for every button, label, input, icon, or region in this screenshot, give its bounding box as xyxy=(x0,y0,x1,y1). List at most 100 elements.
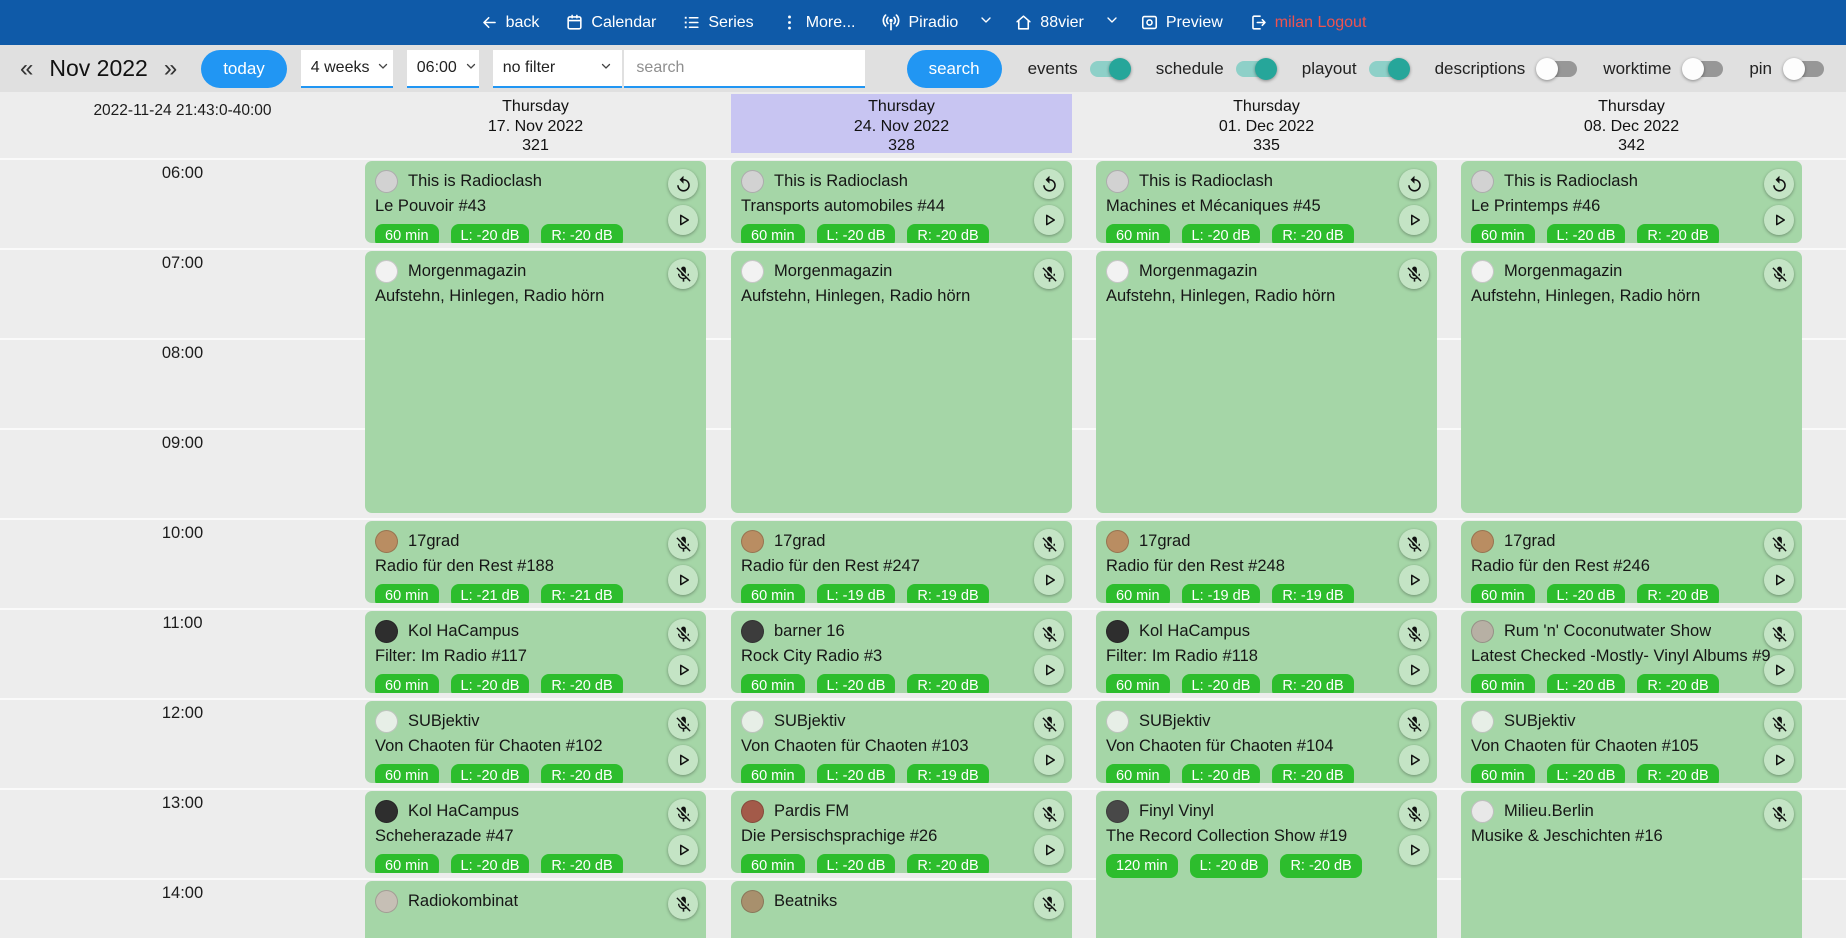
descriptions-switch[interactable] xyxy=(1536,57,1578,80)
event-card[interactable]: Beatniks xyxy=(731,881,1072,938)
event-card[interactable]: This is Radioclash Le Pouvoir #43 60 min L:… xyxy=(365,161,706,243)
play-button[interactable] xyxy=(1399,205,1429,235)
event-card[interactable]: This is Radioclash Transports automobiles… xyxy=(731,161,1072,243)
play-button[interactable] xyxy=(668,205,698,235)
pin-switch[interactable] xyxy=(1783,57,1824,80)
mic-off-button[interactable] xyxy=(1399,259,1429,289)
event-card[interactable]: 17grad Radio für den Rest #247 60 min L: -1… xyxy=(731,521,1072,603)
play-button[interactable] xyxy=(1399,835,1429,865)
piradio-dropdown-caret[interactable] xyxy=(978,12,994,33)
mic-off-button[interactable] xyxy=(1399,709,1429,739)
mic-off-button[interactable] xyxy=(668,889,698,919)
nav-station[interactable]: 88vier xyxy=(1014,13,1084,32)
mic-off-button[interactable] xyxy=(1399,799,1429,829)
mic-off-button[interactable] xyxy=(1399,619,1429,649)
nav-piradio[interactable]: Piradio xyxy=(881,13,958,33)
play-button[interactable] xyxy=(1034,745,1064,775)
nav-more[interactable]: More... xyxy=(780,13,855,32)
mic-off-button[interactable] xyxy=(1034,259,1064,289)
play-button[interactable] xyxy=(668,655,698,685)
nav-calendar[interactable]: Calendar xyxy=(565,13,656,32)
event-card[interactable]: Rum 'n' Coconutwater Show Latest Checked … xyxy=(1461,611,1802,693)
day-column-header[interactable]: Thursday 24. Nov 2022 328 xyxy=(731,94,1072,154)
play-button[interactable] xyxy=(668,835,698,865)
mic-off-button[interactable] xyxy=(1034,529,1064,559)
mic-off-button[interactable] xyxy=(668,799,698,829)
day-column-header[interactable]: Thursday 01. Dec 2022 335 xyxy=(1096,94,1437,154)
mic-off-button[interactable] xyxy=(1034,889,1064,919)
event-card[interactable]: Radiokombinat xyxy=(365,881,706,938)
play-button[interactable] xyxy=(1034,835,1064,865)
replay-button[interactable] xyxy=(1399,169,1429,199)
event-card[interactable]: SUBjektiv Von Chaoten für Chaoten #102 60 … xyxy=(365,701,706,783)
mic-off-button[interactable] xyxy=(1764,259,1794,289)
replay-button[interactable] xyxy=(668,169,698,199)
event-card[interactable]: Kol HaCampus Filter: Im Radio #117 60 min L… xyxy=(365,611,706,693)
prev-month-button[interactable]: « xyxy=(16,56,37,81)
filter-select[interactable]: no filter xyxy=(492,49,623,88)
play-button[interactable] xyxy=(1764,745,1794,775)
play-button[interactable] xyxy=(1399,655,1429,685)
day-column-header[interactable]: Thursday 08. Dec 2022 342 xyxy=(1461,94,1802,154)
event-card[interactable]: This is Radioclash Le Printemps #46 60 min… xyxy=(1461,161,1802,243)
play-button[interactable] xyxy=(1399,565,1429,595)
event-card[interactable]: Morgenmagazin Aufstehn, Hinlegen, Radio h… xyxy=(365,251,706,513)
play-button[interactable] xyxy=(1764,565,1794,595)
play-icon xyxy=(1770,661,1788,679)
mic-off-button[interactable] xyxy=(668,709,698,739)
play-button[interactable] xyxy=(1034,205,1064,235)
mic-off-button[interactable] xyxy=(1764,619,1794,649)
play-button[interactable] xyxy=(668,745,698,775)
station-dropdown-caret[interactable] xyxy=(1104,12,1120,33)
mic-off-button[interactable] xyxy=(1764,529,1794,559)
event-card[interactable]: SUBjektiv Von Chaoten für Chaoten #105 60 … xyxy=(1461,701,1802,783)
mic-off-button[interactable] xyxy=(668,619,698,649)
next-month-button[interactable]: » xyxy=(160,56,181,81)
day-column-header[interactable]: Thursday 17. Nov 2022 321 xyxy=(365,94,706,154)
nav-series[interactable]: Series xyxy=(682,13,754,32)
play-button[interactable] xyxy=(1399,745,1429,775)
play-button[interactable] xyxy=(1034,565,1064,595)
today-button[interactable]: today xyxy=(201,49,287,88)
range-select[interactable]: 4 weeks xyxy=(300,49,393,88)
mic-off-button[interactable] xyxy=(1764,799,1794,829)
event-card[interactable]: 17grad Radio für den Rest #248 60 min L: -1… xyxy=(1096,521,1437,603)
start-time-select[interactable]: 06:00 xyxy=(406,49,479,88)
play-button[interactable] xyxy=(1764,655,1794,685)
event-card[interactable]: Kol HaCampus Filter: Im Radio #118 60 min L… xyxy=(1096,611,1437,693)
search-button[interactable]: search xyxy=(906,49,1002,88)
event-card[interactable]: 17grad Radio für den Rest #246 60 min L: -2… xyxy=(1461,521,1802,603)
mic-off-button[interactable] xyxy=(1399,529,1429,559)
mic-off-button[interactable] xyxy=(668,529,698,559)
playout-switch[interactable] xyxy=(1368,57,1410,80)
back-button[interactable]: back xyxy=(480,13,539,32)
worktime-switch[interactable] xyxy=(1682,57,1724,80)
mic-off-button[interactable] xyxy=(668,259,698,289)
event-card[interactable]: Milieu.Berlin Musike & Jeschichten #16 xyxy=(1461,791,1802,938)
logout-button[interactable]: milan Logout xyxy=(1249,13,1366,32)
mic-off-button[interactable] xyxy=(1034,709,1064,739)
event-card[interactable]: This is Radioclash Machines et Mécaniques… xyxy=(1096,161,1437,243)
event-card[interactable]: Kol HaCampus Scheherazade #47 60 min L: -20… xyxy=(365,791,706,873)
event-card[interactable]: Finyl Vinyl The Record Collection Show #1… xyxy=(1096,791,1437,938)
event-card[interactable]: SUBjektiv Von Chaoten für Chaoten #104 60 … xyxy=(1096,701,1437,783)
event-card[interactable]: Morgenmagazin Aufstehn, Hinlegen, Radio h… xyxy=(731,251,1072,513)
nav-preview[interactable]: Preview xyxy=(1140,13,1223,32)
event-card[interactable]: Morgenmagazin Aufstehn, Hinlegen, Radio h… xyxy=(1461,251,1802,513)
play-button[interactable] xyxy=(1764,205,1794,235)
events-switch[interactable] xyxy=(1089,57,1131,80)
schedule-switch[interactable] xyxy=(1235,57,1277,80)
event-card[interactable]: 17grad Radio für den Rest #188 60 min L: -2… xyxy=(365,521,706,603)
event-card[interactable]: Pardis FM Die Persischsprachige #26 60 min… xyxy=(731,791,1072,873)
mic-off-button[interactable] xyxy=(1764,709,1794,739)
play-button[interactable] xyxy=(668,565,698,595)
event-card[interactable]: barner 16 Rock City Radio #3 60 min L: -20 … xyxy=(731,611,1072,693)
event-card[interactable]: Morgenmagazin Aufstehn, Hinlegen, Radio h… xyxy=(1096,251,1437,513)
replay-button[interactable] xyxy=(1034,169,1064,199)
search-input[interactable] xyxy=(624,49,865,88)
play-button[interactable] xyxy=(1034,655,1064,685)
mic-off-button[interactable] xyxy=(1034,799,1064,829)
mic-off-button[interactable] xyxy=(1034,619,1064,649)
event-card[interactable]: SUBjektiv Von Chaoten für Chaoten #103 60 … xyxy=(731,701,1072,783)
replay-button[interactable] xyxy=(1764,169,1794,199)
